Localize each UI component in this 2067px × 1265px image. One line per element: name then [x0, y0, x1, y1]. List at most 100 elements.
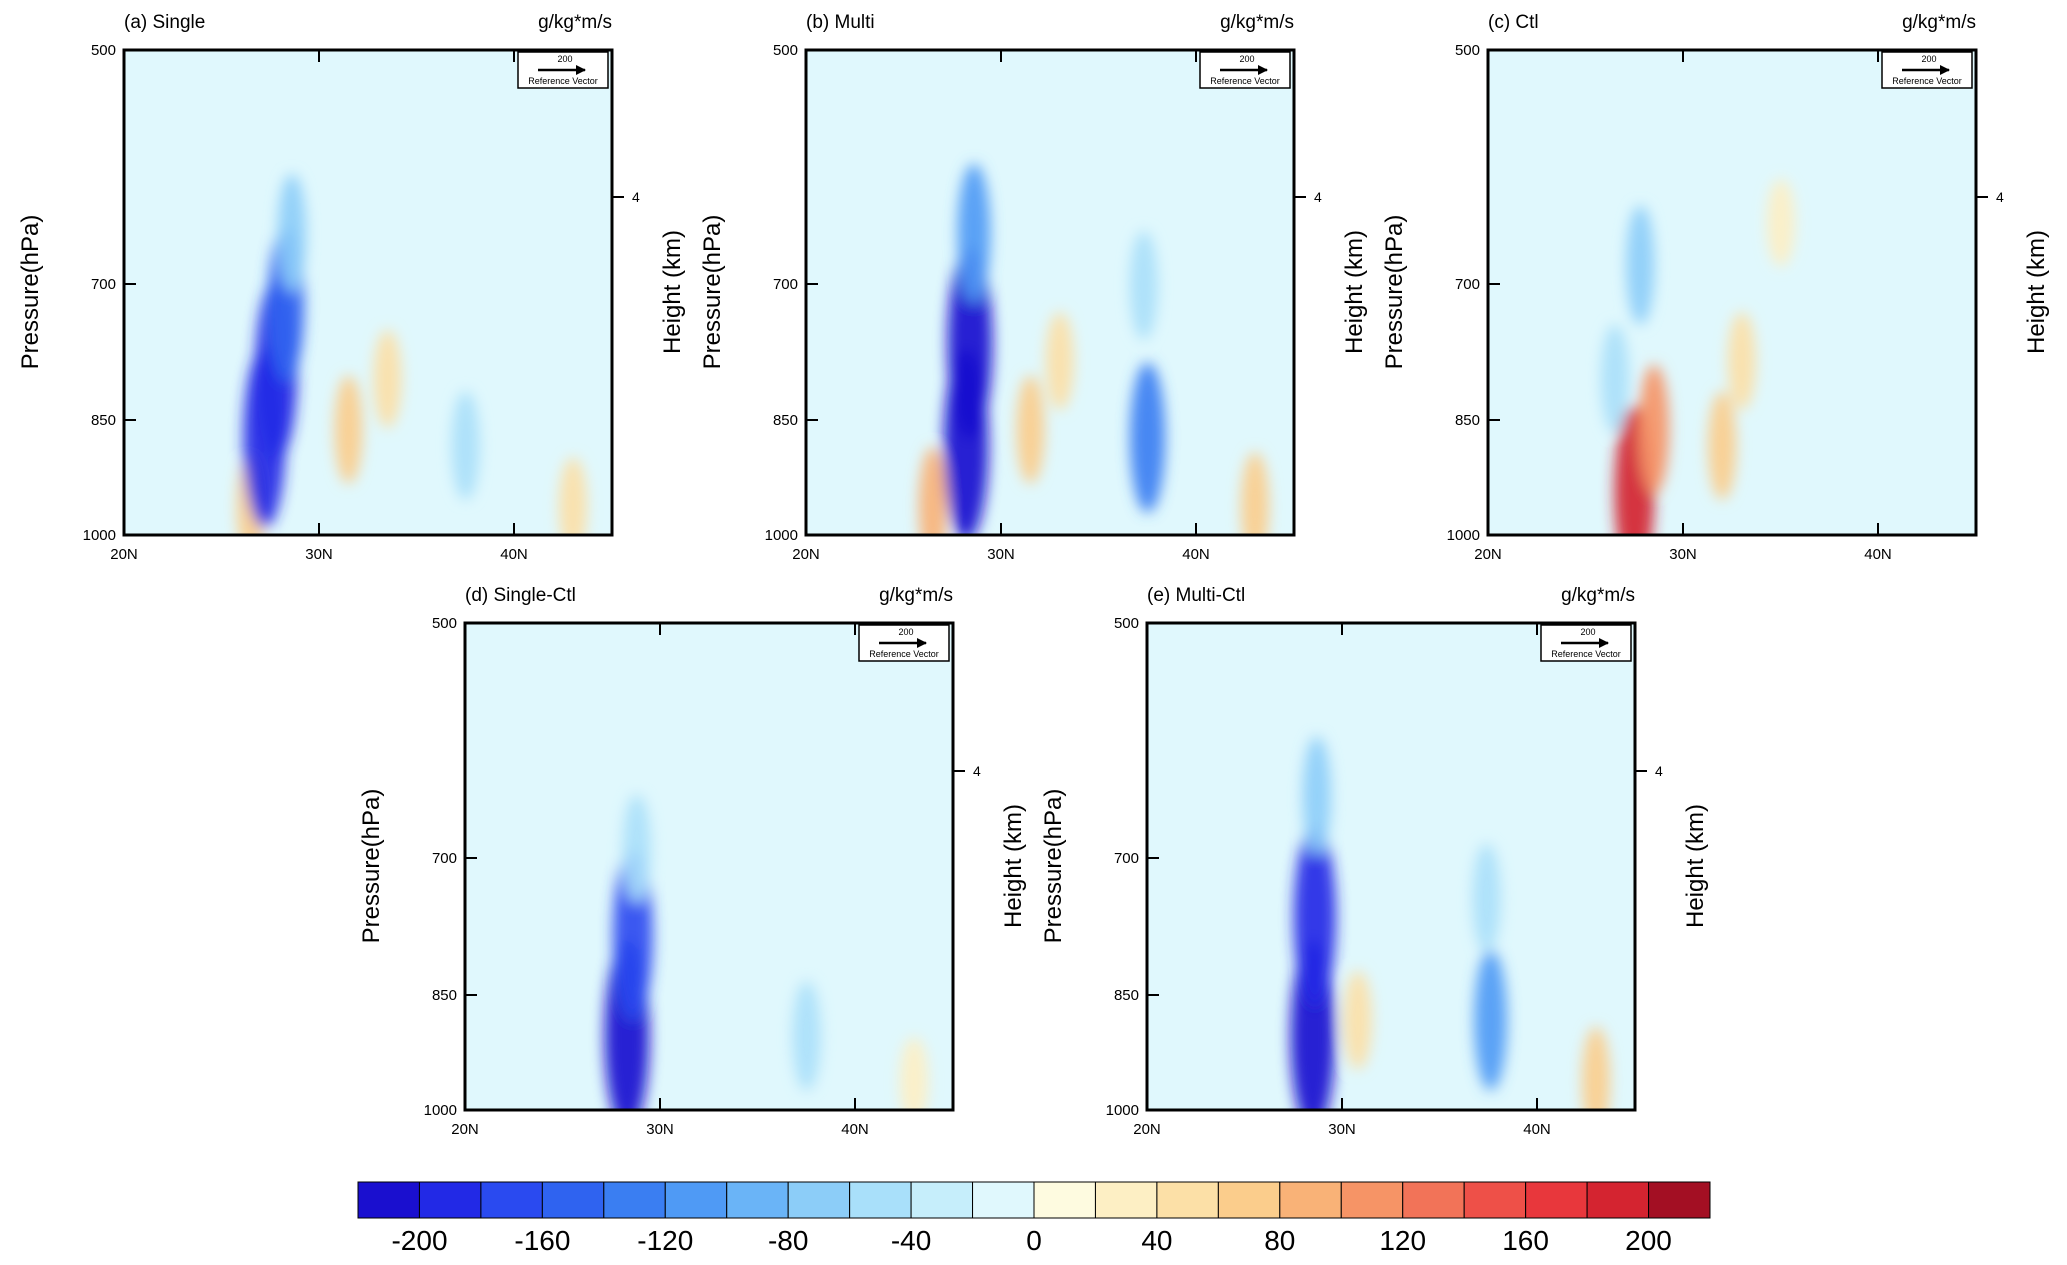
panel-d-field: [465, 623, 953, 1110]
x-tick-label: 40N: [841, 1121, 869, 1138]
field-cell: [1130, 362, 1166, 513]
x-tick-label: 20N: [110, 546, 138, 563]
field-cell: [559, 457, 587, 535]
x-tick-label: 30N: [1669, 546, 1697, 563]
colorbar-swatch: [726, 1181, 789, 1219]
field-cell: [334, 375, 363, 484]
panel-a-y-ticks: 500 700 850 1000: [83, 42, 136, 544]
panel-b-background: [806, 50, 1294, 535]
right-tick-label: 4: [1655, 763, 1663, 779]
panel-a-field: [124, 50, 612, 535]
colorbar-label: 160: [1502, 1225, 1549, 1256]
colorbar-swatch: [1463, 1181, 1527, 1219]
y-tick-label: 500: [1455, 42, 1480, 59]
field-cell: [1727, 312, 1756, 411]
panel-b-units: g/kg*m/s: [1220, 12, 1294, 33]
right-tick-label: 4: [1996, 189, 2004, 205]
right-tick-label: 4: [632, 189, 640, 205]
colorbar-label: -40: [891, 1225, 931, 1256]
y-tick-label: 700: [1114, 850, 1139, 867]
colorbar-swatch: [787, 1181, 851, 1219]
colorbar-label: -200: [391, 1225, 447, 1256]
panel-a-title: (a) Single: [124, 12, 205, 33]
field-cell: [1474, 950, 1507, 1091]
colorbar-swatch: [1586, 1181, 1650, 1219]
colorbar-swatch: [1525, 1181, 1588, 1219]
colorbar: -200 -160 -120 -80 -40 0 40 80 120 160 200: [357, 1181, 1711, 1256]
panel-a-units: g/kg*m/s: [538, 12, 612, 33]
y-tick-label: 500: [773, 42, 798, 59]
x-tick-label: 40N: [1182, 546, 1210, 563]
reference-vector-value: 200: [557, 54, 572, 64]
colorbar-label: 80: [1264, 1225, 1295, 1256]
panel-d-frame: [463, 621, 955, 1112]
panel-b-x-ticks: 20N 30N 40N: [792, 50, 1210, 563]
y-axis-label: Pressure(hPa): [1381, 215, 1408, 370]
field-cell: [1600, 324, 1629, 434]
panel-b-field: [806, 50, 1294, 535]
panel-b: (b) Multi g/kg*m/s 200 Reference Vector …: [699, 12, 1368, 563]
reference-vector-value: 200: [1580, 627, 1595, 637]
field-cell: [1302, 736, 1331, 857]
colorbar-swatch: [480, 1181, 543, 1219]
x-tick-label: 30N: [987, 546, 1015, 563]
field-cell: [1472, 843, 1501, 953]
colorbar-label: 0: [1026, 1225, 1042, 1256]
right-axis-label: Height (km): [1341, 230, 1368, 354]
panel-a-reference-vector: 200 Reference Vector: [517, 51, 609, 89]
x-tick-label: 30N: [1328, 1121, 1356, 1138]
panel-c-reference-vector: 200 Reference Vector: [1881, 51, 1973, 89]
field-cell: [1708, 391, 1737, 500]
panel-e: (e) Multi-Ctl g/kg*m/s 200 Reference Vec…: [1040, 585, 1709, 1138]
panel-d: (d) Single-Ctl g/kg*m/s 200 Reference Ve…: [358, 585, 1027, 1138]
y-tick-label: 1000: [83, 527, 116, 544]
x-tick-label: 30N: [305, 546, 333, 563]
y-tick-label: 700: [1455, 276, 1480, 293]
panel-e-frame: [1145, 621, 1637, 1112]
field-cell: [1638, 364, 1670, 495]
x-tick-label: 40N: [1523, 1121, 1551, 1138]
y-tick-label: 850: [91, 412, 116, 429]
panel-d-y-ticks: 500 700 850 1000: [424, 615, 477, 1119]
panel-b-y-ticks: 500 700 850 1000: [765, 42, 818, 544]
x-tick-label: 20N: [1474, 546, 1502, 563]
right-tick-label: 4: [1314, 189, 1322, 205]
reference-vector-value: 200: [898, 627, 913, 637]
colorbar-label: -120: [637, 1225, 693, 1256]
panel-c-y-ticks: 500 700 850 1000: [1447, 42, 1500, 544]
colorbar-swatch: [1648, 1181, 1711, 1219]
x-tick-label: 40N: [1864, 546, 1892, 563]
field-cell: [1582, 1026, 1610, 1110]
colorbar-swatch: [849, 1181, 912, 1219]
y-tick-label: 850: [1114, 987, 1139, 1004]
colorbar-swatch: [1279, 1181, 1342, 1219]
y-tick-label: 700: [773, 276, 798, 293]
y-tick-label: 850: [432, 987, 457, 1004]
panel-e-x-ticks: 20N 30N 40N: [1133, 623, 1551, 1138]
x-tick-label: 30N: [646, 1121, 674, 1138]
panel-a-x-ticks: 20N 30N 40N: [110, 50, 528, 563]
panel-c-units: g/kg*m/s: [1902, 12, 1976, 33]
field-cell: [1343, 970, 1372, 1070]
reference-vector-value: 200: [1239, 54, 1254, 64]
y-tick-label: 500: [432, 615, 457, 632]
panel-c: (c) Ctl g/kg*m/s 200 Reference Vector Pr…: [1381, 12, 2050, 563]
reference-vector-label: Reference Vector: [1551, 649, 1621, 659]
panel-a-frame: [122, 48, 614, 537]
x-tick-label: 20N: [792, 546, 820, 563]
y-axis-label: Pressure(hPa): [699, 215, 726, 370]
y-tick-label: 1000: [765, 527, 798, 544]
field-cell: [1241, 452, 1269, 535]
panel-c-title: (c) Ctl: [1488, 12, 1539, 33]
panel-d-x-ticks: 20N 30N 40N: [451, 623, 869, 1138]
colorbar-label: 40: [1141, 1225, 1172, 1256]
y-tick-label: 1000: [1447, 527, 1480, 544]
y-tick-label: 850: [1455, 412, 1480, 429]
colorbar-swatch: [1033, 1181, 1096, 1219]
y-tick-label: 700: [91, 276, 116, 293]
y-tick-label: 500: [91, 42, 116, 59]
panel-d-title: (d) Single-Ctl: [465, 585, 576, 606]
panel-a: (a) Single g/kg*m/s 200 Reference Vector…: [17, 12, 686, 563]
panel-e-y-ticks: 500 700 850 1000: [1106, 615, 1159, 1119]
